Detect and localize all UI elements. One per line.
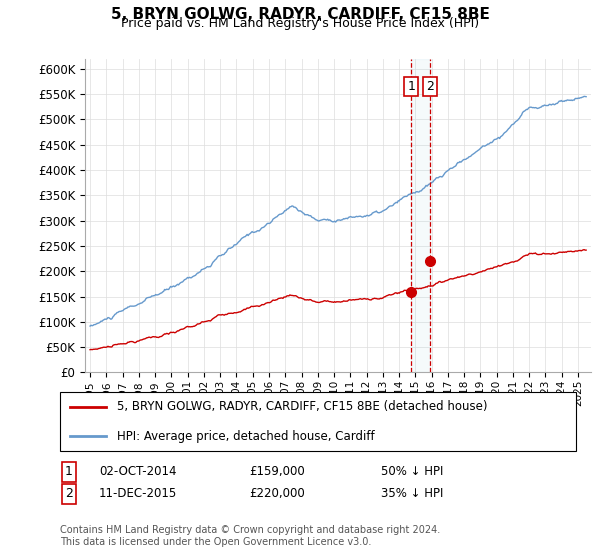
Text: £220,000: £220,000 [249, 487, 305, 501]
Text: 35% ↓ HPI: 35% ↓ HPI [381, 487, 443, 501]
Text: 02-OCT-2014: 02-OCT-2014 [99, 465, 176, 478]
Text: 5, BRYN GOLWG, RADYR, CARDIFF, CF15 8BE: 5, BRYN GOLWG, RADYR, CARDIFF, CF15 8BE [110, 7, 490, 22]
Text: Contains HM Land Registry data © Crown copyright and database right 2024.
This d: Contains HM Land Registry data © Crown c… [60, 525, 440, 547]
Bar [411, 59, 430, 372]
Text: 50% ↓ HPI: 50% ↓ HPI [381, 465, 443, 478]
Text: 1: 1 [65, 465, 73, 478]
Text: 5, BRYN GOLWG, RADYR, CARDIFF, CF15 8BE (detached house): 5, BRYN GOLWG, RADYR, CARDIFF, CF15 8BE … [117, 400, 487, 413]
Text: £159,000: £159,000 [249, 465, 305, 478]
Text: 2: 2 [65, 487, 73, 501]
Text: 11-DEC-2015: 11-DEC-2015 [99, 487, 177, 501]
Text: 1: 1 [407, 80, 415, 93]
Text: HPI: Average price, detached house, Cardiff: HPI: Average price, detached house, Card… [117, 430, 374, 442]
Text: 2: 2 [427, 80, 434, 93]
Text: Price paid vs. HM Land Registry's House Price Index (HPI): Price paid vs. HM Land Registry's House … [121, 17, 479, 30]
FancyBboxPatch shape [60, 392, 576, 451]
